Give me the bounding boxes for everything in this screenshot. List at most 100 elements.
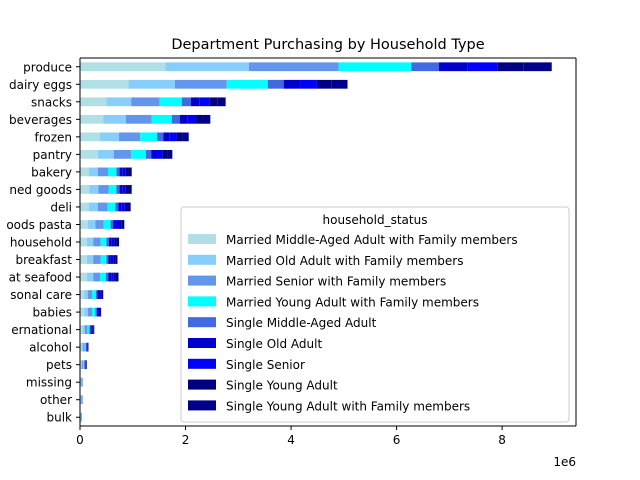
bar-segment: [86, 342, 88, 352]
bar-segment: [81, 412, 82, 422]
bar-segment: [108, 272, 112, 282]
bar-segment: [88, 167, 98, 177]
y-tick-label: bakery: [31, 165, 72, 179]
bar-segment: [118, 202, 122, 212]
legend-swatch: [188, 296, 216, 307]
bar-segment: [80, 114, 104, 124]
bar-segment: [97, 150, 114, 159]
bar-segment: [98, 290, 101, 299]
bar-segment: [80, 79, 129, 89]
bar-segment: [115, 272, 119, 282]
bar-segment: [80, 62, 166, 72]
bar-segment: [80, 132, 101, 142]
bar-segment: [84, 307, 88, 317]
bar-segment: [523, 62, 552, 72]
legend-label: Married Old Adult with Family members: [226, 254, 463, 268]
bar-segment: [95, 290, 98, 299]
bar-segment: [125, 114, 152, 124]
bar-segment: [162, 150, 168, 159]
bar-segment: [122, 167, 126, 177]
x-tick-label: 6: [393, 433, 401, 447]
y-tick-label: ernational: [11, 323, 72, 337]
bar-segment: [88, 202, 98, 212]
bar-segment: [331, 79, 348, 89]
y-tick-label: pets: [46, 358, 72, 372]
legend-swatch: [188, 254, 216, 265]
bar-segment: [111, 272, 114, 282]
legend-swatch: [188, 379, 216, 390]
bar-segment: [125, 185, 129, 194]
bar-segment: [115, 255, 118, 264]
bar-segment: [91, 325, 93, 334]
bar-segment: [300, 79, 317, 89]
x-offset-label: 1e6: [553, 455, 576, 469]
bar-segment: [98, 307, 101, 317]
bar-segment: [81, 395, 83, 405]
bar-segment: [100, 272, 106, 282]
y-tick-label: household: [10, 236, 72, 250]
bar-segment: [100, 237, 107, 247]
y-tick-label: pantry: [33, 148, 72, 162]
bar-segment: [128, 79, 175, 89]
bar-segment: [98, 185, 109, 194]
bar-segment: [87, 290, 93, 299]
bar-segment: [101, 290, 104, 299]
chart-title: Department Purchasing by Household Type: [171, 37, 484, 53]
bar-segment: [111, 237, 115, 247]
bar-segment: [93, 325, 95, 334]
x-tick-label: 2: [182, 433, 190, 447]
bar-segment: [103, 114, 126, 124]
bar-segment: [83, 342, 85, 352]
bar-segment: [497, 62, 524, 72]
y-tick-label: babies: [32, 306, 72, 320]
bar-segment: [93, 272, 101, 282]
bar-segment: [226, 79, 268, 89]
bar-segment: [108, 185, 117, 194]
bar-segment: [106, 237, 110, 247]
bar-segment: [121, 202, 125, 212]
bar-segment: [87, 325, 90, 334]
bar-segment: [95, 307, 97, 317]
bar-segment: [80, 255, 87, 264]
bar-segment: [127, 202, 131, 212]
legend-swatch: [188, 275, 216, 286]
legend: household_status Married Middle-Aged Adul…: [180, 206, 570, 423]
bar-segment: [97, 202, 108, 212]
bar-segment: [105, 272, 109, 282]
bar-segment: [80, 150, 98, 159]
bar-segment: [167, 150, 173, 159]
bar-segment: [97, 307, 99, 317]
legend-swatch: [188, 317, 216, 328]
bar-segment: [151, 114, 172, 124]
bar-segment: [81, 395, 82, 405]
bar-segment: [106, 97, 132, 107]
y-tick-label: snacks: [31, 95, 72, 109]
bar-segment: [86, 360, 87, 370]
y-axis: produce dairy eggs snacks beverages frozen pa…: [6, 58, 81, 426]
y-tick-label: oods pasta: [6, 218, 72, 232]
bar-segment: [116, 237, 120, 247]
x-tick-label: 4: [287, 433, 295, 447]
bar-segment: [171, 114, 180, 124]
bar-segment: [190, 97, 200, 107]
bar-segment: [119, 132, 141, 142]
bar-segment: [96, 307, 98, 317]
bar-segment: [116, 167, 120, 177]
bar-segment: [128, 167, 132, 177]
bar-segment: [100, 255, 107, 264]
bar-segment: [100, 132, 120, 142]
bar-segment: [87, 307, 93, 317]
bar-segment: [165, 62, 249, 72]
y-tick-label: at seafood: [9, 271, 72, 285]
bar-segment: [169, 132, 177, 142]
bar-segment: [92, 290, 96, 299]
bar-segment: [92, 307, 96, 317]
y-tick-label: missing: [26, 376, 72, 390]
bar-segment: [80, 360, 82, 370]
bar-segment: [124, 202, 128, 212]
bar-segment: [202, 114, 211, 124]
bar-segment: [267, 79, 284, 89]
bar-segment: [140, 132, 158, 142]
bar-segment: [113, 255, 116, 264]
